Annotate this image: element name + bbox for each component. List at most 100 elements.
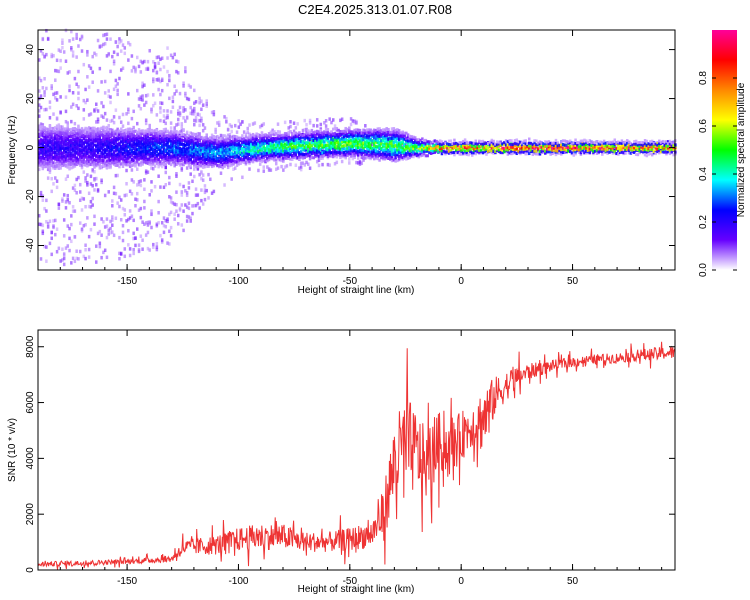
heatmap-cell xyxy=(137,64,141,69)
heatmap-cell xyxy=(339,118,342,123)
heatmap-cell xyxy=(121,129,125,133)
heatmap-cell xyxy=(298,133,301,137)
heatmap-cell xyxy=(86,216,89,220)
heatmap-cell xyxy=(207,140,210,144)
heatmap-cell xyxy=(134,197,137,201)
heatmap-cell xyxy=(96,131,100,135)
heatmap-cell xyxy=(168,73,171,78)
heatmap-cell xyxy=(146,152,150,156)
heatmap-cell xyxy=(107,160,110,164)
heatmap-cell xyxy=(68,139,71,143)
heatmap-cell xyxy=(285,164,289,168)
heatmap-cell xyxy=(144,152,148,156)
heatmap-cell xyxy=(397,132,401,136)
heatmap-cell xyxy=(168,139,171,143)
heatmap-cell xyxy=(330,154,333,158)
heatmap-cell xyxy=(136,157,139,161)
heatmap-cell xyxy=(383,155,387,159)
heatmap-cell xyxy=(38,76,41,80)
heatmap-cell xyxy=(77,132,80,136)
heatmap-cell xyxy=(223,154,226,158)
heatmap-cell xyxy=(292,154,296,158)
heatmap-cell xyxy=(339,142,342,146)
heatmap-cell xyxy=(82,117,86,121)
heatmap-cell xyxy=(308,154,312,158)
heatmap-cell xyxy=(48,135,52,139)
heatmap-cell xyxy=(242,140,246,144)
heatmap-cell xyxy=(107,94,110,98)
heatmap-cell xyxy=(180,193,184,197)
heatmap-cell xyxy=(148,132,151,136)
heatmap-cell xyxy=(412,150,415,154)
heatmap-cell xyxy=(102,145,105,149)
heatmap-cell xyxy=(469,151,472,155)
heatmap-cell xyxy=(315,124,319,128)
heatmap-cell xyxy=(78,130,82,134)
heatmap-cell xyxy=(171,157,175,161)
heatmap-cell xyxy=(169,121,173,125)
heatmap-cell xyxy=(155,136,159,140)
heatmap-cell xyxy=(371,147,374,151)
heatmap-cell xyxy=(193,160,196,164)
heatmap-cell xyxy=(52,141,55,145)
heatmap-cell xyxy=(86,49,89,54)
heatmap-cell xyxy=(168,155,171,159)
heatmap-cell xyxy=(365,134,369,138)
heatmap-cell xyxy=(102,125,105,129)
heatmap-cell xyxy=(310,131,314,135)
heatmap-cell xyxy=(66,146,70,150)
heatmap-cell xyxy=(139,150,143,154)
heatmap-cell xyxy=(401,148,404,152)
heatmap-cell xyxy=(225,138,228,142)
heatmap-cell xyxy=(289,144,292,148)
heatmap-cell xyxy=(119,146,123,150)
heatmap-cell xyxy=(59,147,62,151)
heatmap-cell xyxy=(68,131,71,135)
heatmap-cell xyxy=(465,148,469,152)
heatmap-cell xyxy=(298,151,301,155)
heatmap-cell xyxy=(73,155,77,159)
heatmap-cell xyxy=(116,88,119,93)
heatmap-cell xyxy=(326,153,330,157)
heatmap-cell xyxy=(248,159,251,163)
heatmap-cell xyxy=(307,144,310,148)
heatmap-cell xyxy=(260,160,264,164)
heatmap-cell xyxy=(283,155,287,159)
heatmap-cell xyxy=(159,129,162,133)
heatmap-cell xyxy=(125,181,128,186)
heatmap-cell xyxy=(112,185,116,190)
heatmap-cell xyxy=(198,132,201,136)
heatmap-cell xyxy=(50,154,53,158)
heatmap-cell xyxy=(201,153,205,157)
heatmap-cell xyxy=(397,142,401,146)
heatmap-cell xyxy=(230,155,233,159)
heatmap-cell xyxy=(289,150,292,154)
heatmap-cell xyxy=(326,130,330,134)
heatmap-cell xyxy=(187,159,191,163)
heatmap-cell xyxy=(184,189,187,193)
heatmap-cell xyxy=(102,163,105,167)
heatmap-cell xyxy=(144,221,148,225)
heatmap-cell xyxy=(75,150,78,154)
heatmap-cell xyxy=(50,133,53,137)
heatmap-cell xyxy=(201,158,205,162)
heatmap-cell xyxy=(98,135,102,139)
heatmap-cell xyxy=(437,148,440,152)
heatmap-cell xyxy=(175,158,178,162)
heatmap-cell xyxy=(166,146,169,150)
heatmap-cell xyxy=(168,158,171,162)
heatmap-cell xyxy=(333,153,337,157)
heatmap-cell xyxy=(43,156,46,160)
heatmap-cell xyxy=(55,185,59,190)
heatmap-cell xyxy=(38,114,41,118)
heatmap-cell xyxy=(244,135,248,139)
heatmap-cell xyxy=(144,156,148,160)
heatmap-cell xyxy=(105,143,109,147)
heatmap-cell xyxy=(64,206,68,210)
heatmap-cell xyxy=(424,138,428,142)
heatmap-cell xyxy=(160,136,164,140)
heatmap-cell xyxy=(112,145,116,149)
heatmap-cell xyxy=(68,88,71,93)
heatmap-cell xyxy=(166,241,169,245)
heatmap-cell xyxy=(421,141,424,145)
